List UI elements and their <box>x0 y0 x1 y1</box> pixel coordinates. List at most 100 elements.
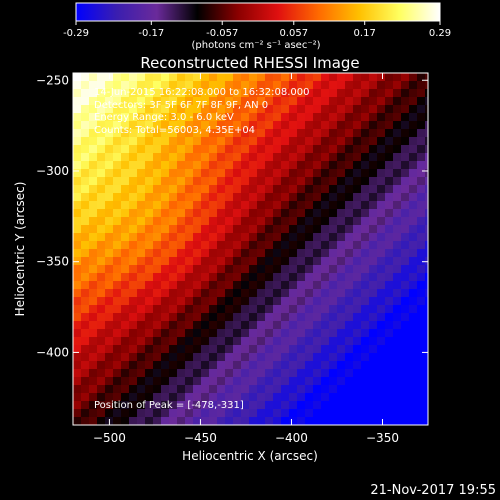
heatmap-cell <box>113 313 122 322</box>
heatmap-cell <box>233 193 242 202</box>
heatmap-cell <box>377 377 386 386</box>
heatmap-cell <box>81 273 90 282</box>
heatmap-cell <box>297 225 306 234</box>
heatmap-cell <box>385 217 394 226</box>
heatmap-cell <box>177 241 186 250</box>
heatmap-cell <box>329 193 338 202</box>
heatmap-cell <box>97 233 106 242</box>
heatmap-cell <box>385 193 394 202</box>
heatmap-cell <box>409 89 418 98</box>
heatmap-cell <box>129 89 138 98</box>
heatmap-cell <box>385 297 394 306</box>
heatmap-cell <box>257 281 266 290</box>
heatmap-cell <box>289 393 298 402</box>
heatmap-cell <box>425 177 428 186</box>
heatmap-cell <box>241 121 250 130</box>
heatmap-cell <box>345 97 354 106</box>
heatmap-cell <box>177 353 186 362</box>
heatmap-cell <box>225 337 234 346</box>
heatmap-cell <box>193 353 202 362</box>
heatmap-cell <box>177 145 186 154</box>
heatmap-cell <box>265 361 274 370</box>
heatmap-cell <box>89 337 98 346</box>
heatmap-cell <box>225 305 234 314</box>
heatmap-cell <box>73 209 82 218</box>
heatmap-cell <box>417 321 426 330</box>
heatmap-cell <box>201 81 210 90</box>
heatmap-cell <box>153 401 162 410</box>
heatmap-cell <box>137 121 146 130</box>
heatmap-cell <box>113 409 122 418</box>
heatmap-cell <box>297 145 306 154</box>
heatmap-cell <box>265 153 274 162</box>
heatmap-cell <box>217 401 226 410</box>
heatmap-cell <box>425 225 428 234</box>
heatmap-cell <box>409 209 418 218</box>
heatmap-cell <box>401 193 410 202</box>
heatmap-cell <box>361 193 370 202</box>
heatmap-cell <box>105 297 114 306</box>
heatmap-cell <box>161 201 170 210</box>
heatmap-cell <box>177 401 186 410</box>
heatmap-cell <box>401 233 410 242</box>
heatmap-cell <box>281 369 290 378</box>
heatmap-cell <box>257 81 266 90</box>
heatmap-cell <box>97 201 106 210</box>
heatmap-cell <box>353 113 362 122</box>
heatmap-cell <box>249 313 258 322</box>
heatmap-cell <box>377 209 386 218</box>
heatmap-cell <box>185 153 194 162</box>
heatmap-cell <box>321 273 330 282</box>
heatmap-cell <box>169 81 178 90</box>
heatmap-cell <box>361 273 370 282</box>
heatmap-cell <box>81 81 90 90</box>
heatmap-cell <box>185 241 194 250</box>
heatmap-cell <box>97 129 106 138</box>
heatmap-cell <box>289 297 298 306</box>
heatmap-cell <box>297 409 306 418</box>
heatmap-cell <box>385 305 394 314</box>
heatmap-cell <box>129 73 138 82</box>
heatmap-cell <box>233 321 242 330</box>
heatmap-cell <box>201 361 210 370</box>
heatmap-cell <box>321 225 330 234</box>
heatmap-cell <box>425 153 428 162</box>
heatmap-cell <box>161 177 170 186</box>
heatmap-cell <box>249 153 258 162</box>
heatmap-cell <box>417 81 426 90</box>
heatmap-cell <box>161 145 170 154</box>
heatmap-cell <box>225 81 234 90</box>
heatmap-cell <box>361 105 370 114</box>
heatmap-cell <box>105 161 114 170</box>
heatmap-cell <box>217 281 226 290</box>
heatmap-cell <box>73 81 82 90</box>
heatmap-cell <box>129 217 138 226</box>
heatmap-cell <box>73 345 82 354</box>
heatmap-cell <box>385 209 394 218</box>
heatmap-cell <box>281 225 290 234</box>
heatmap-cell <box>113 137 122 146</box>
heatmap-cell <box>337 337 346 346</box>
heatmap-cell <box>193 249 202 258</box>
heatmap-cell <box>337 289 346 298</box>
heatmap-cell <box>393 417 402 425</box>
heatmap-cell <box>401 185 410 194</box>
heatmap-cell <box>73 161 82 170</box>
heatmap-cell <box>401 337 410 346</box>
heatmap-cell <box>281 281 290 290</box>
heatmap-cell <box>137 281 146 290</box>
heatmap-cell <box>313 233 322 242</box>
heatmap-cell <box>185 257 194 266</box>
heatmap-cell <box>417 193 426 202</box>
heatmap-cell <box>153 361 162 370</box>
heatmap-cell <box>145 217 154 226</box>
heatmap-cell <box>81 393 90 402</box>
heatmap-cell <box>137 369 146 378</box>
heatmap-cell <box>113 153 122 162</box>
heatmap-cell <box>273 105 282 114</box>
heatmap-cell <box>73 89 82 98</box>
heatmap-cell <box>289 281 298 290</box>
heatmap-cell <box>137 233 146 242</box>
heatmap-cell <box>217 121 226 130</box>
heatmap-cell <box>97 265 106 274</box>
